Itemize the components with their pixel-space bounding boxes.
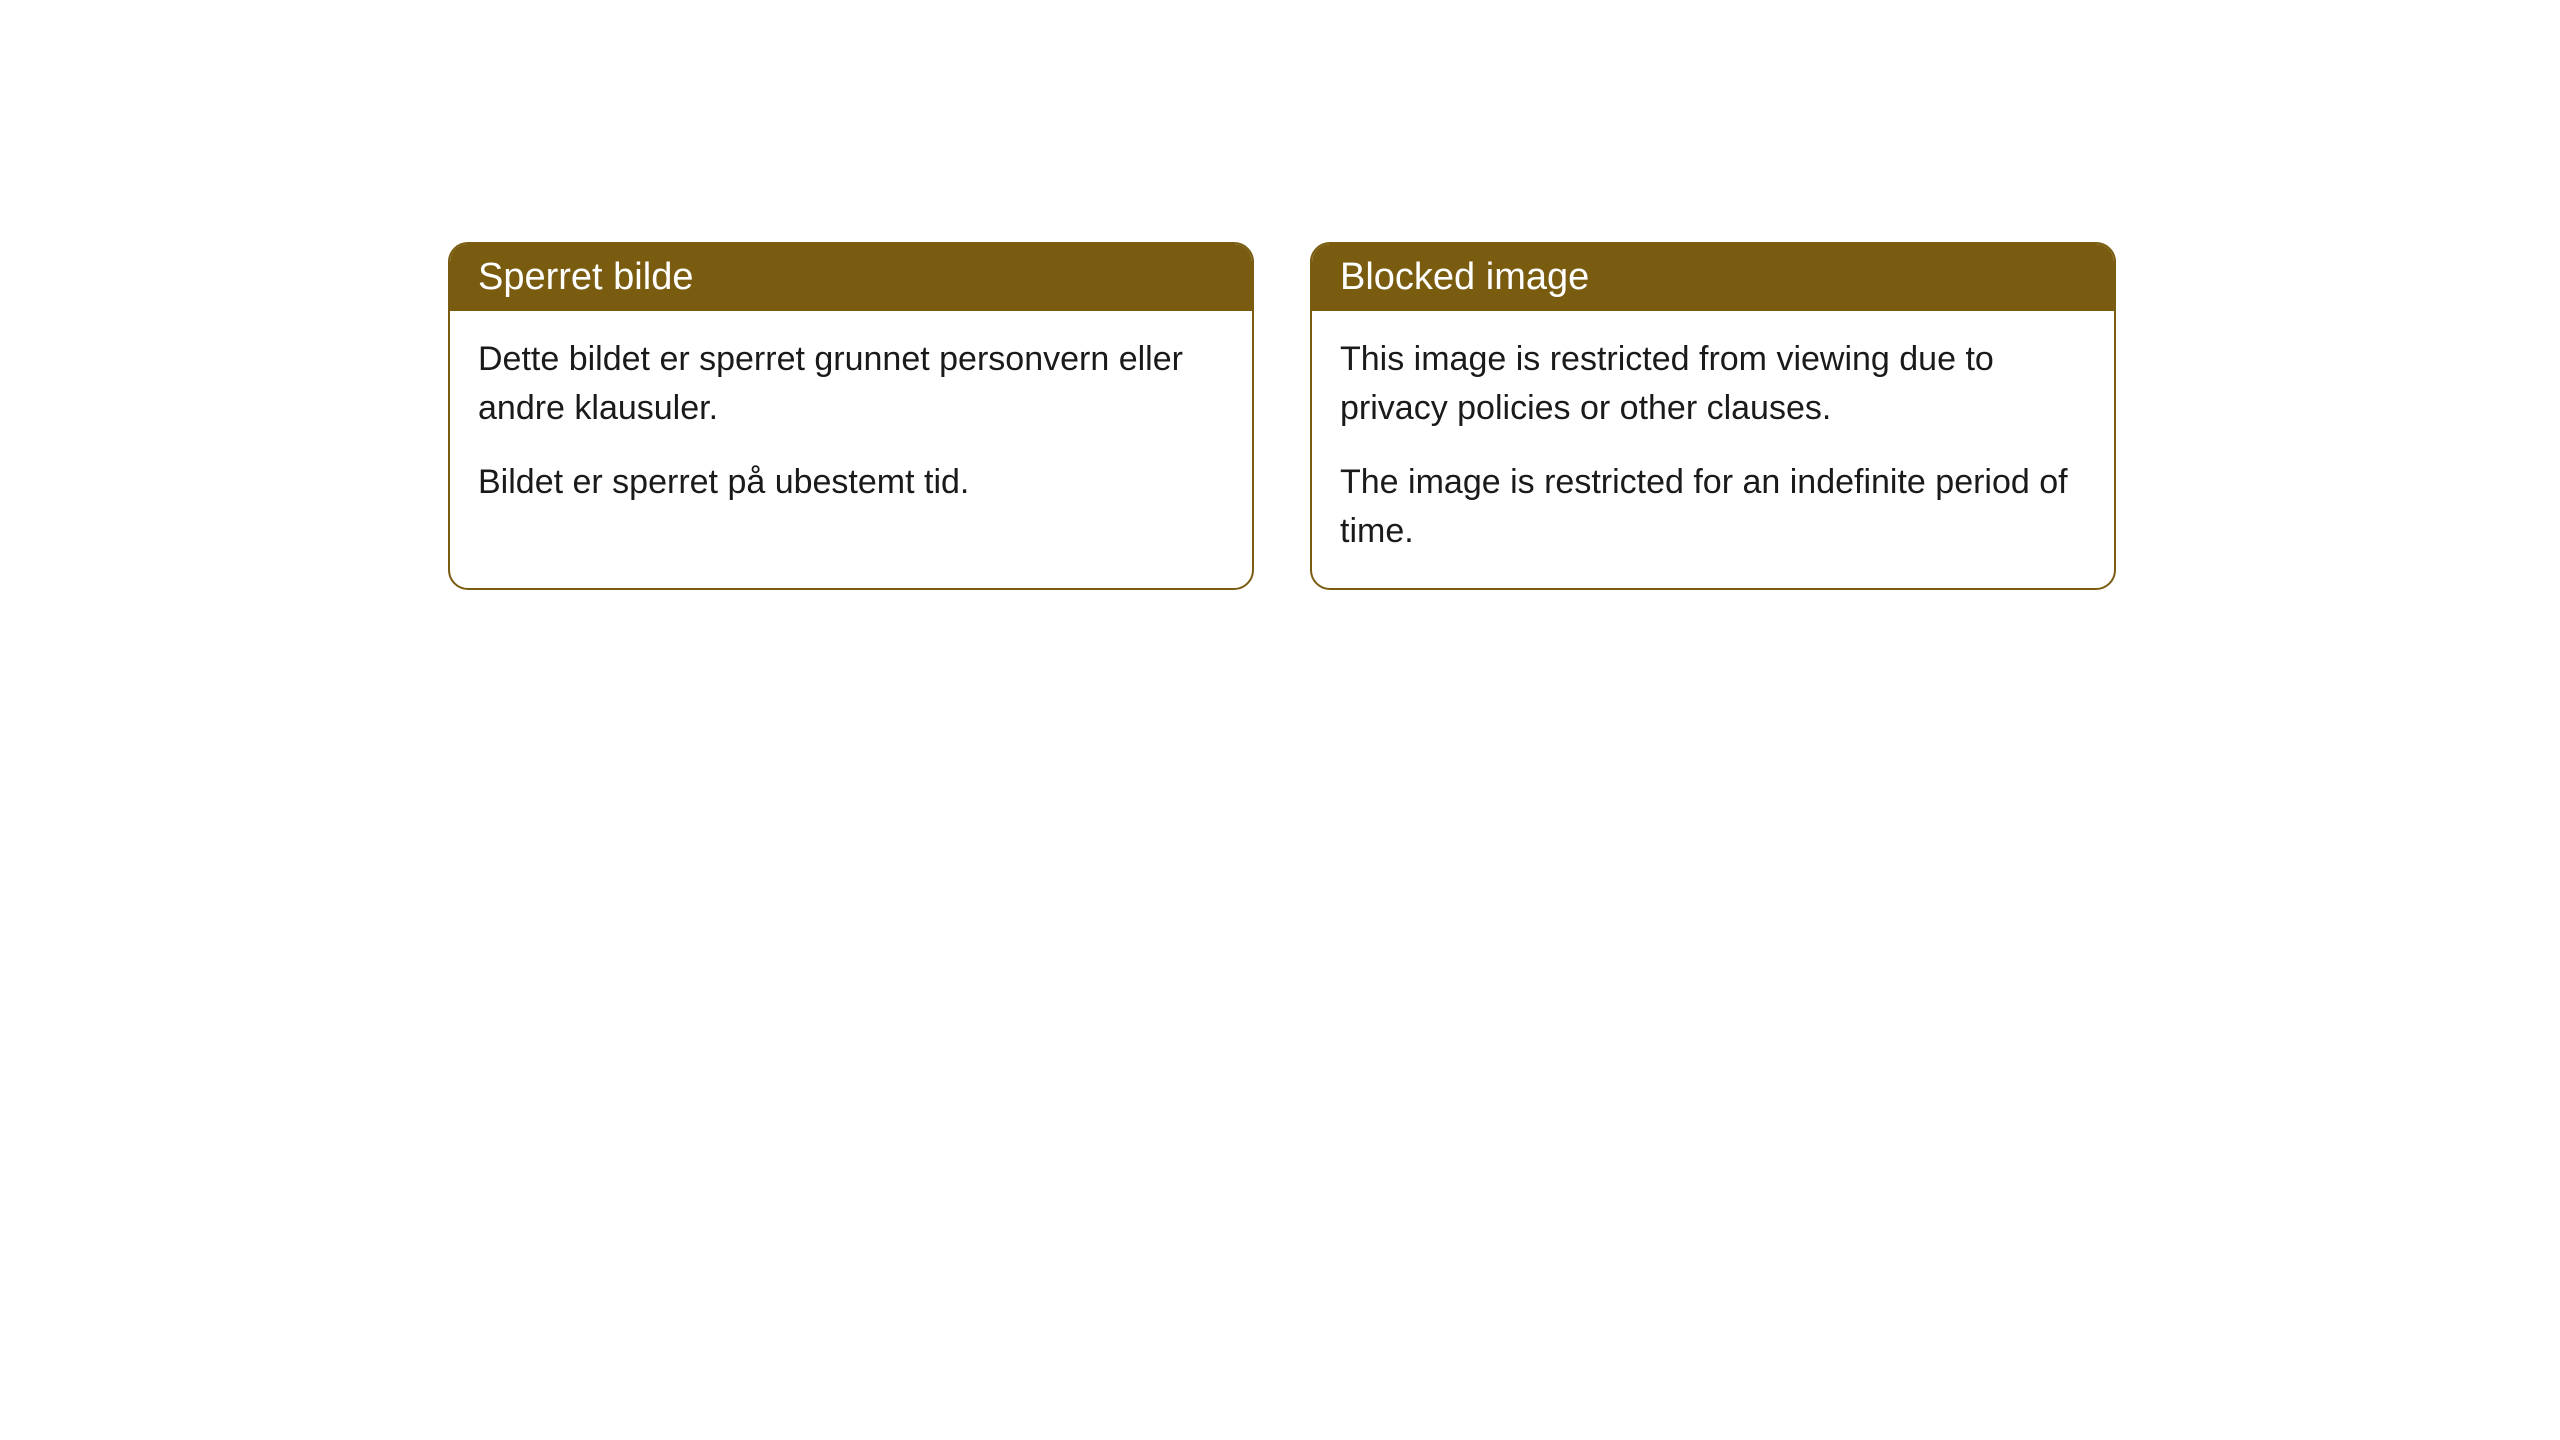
card-paragraph: Bildet er sperret på ubestemt tid.: [478, 458, 1224, 507]
card-paragraph: The image is restricted for an indefinit…: [1340, 458, 2086, 557]
card-header-english: Blocked image: [1312, 244, 2114, 311]
card-body-english: This image is restricted from viewing du…: [1312, 311, 2114, 588]
notice-cards-container: Sperret bilde Dette bildet er sperret gr…: [448, 242, 2116, 590]
notice-card-norwegian: Sperret bilde Dette bildet er sperret gr…: [448, 242, 1254, 590]
card-title: Blocked image: [1340, 256, 1589, 298]
card-body-norwegian: Dette bildet er sperret grunnet personve…: [450, 311, 1252, 539]
card-header-norwegian: Sperret bilde: [450, 244, 1252, 311]
card-title: Sperret bilde: [478, 256, 693, 298]
notice-card-english: Blocked image This image is restricted f…: [1310, 242, 2116, 590]
card-paragraph: This image is restricted from viewing du…: [1340, 335, 2086, 434]
card-paragraph: Dette bildet er sperret grunnet personve…: [478, 335, 1224, 434]
